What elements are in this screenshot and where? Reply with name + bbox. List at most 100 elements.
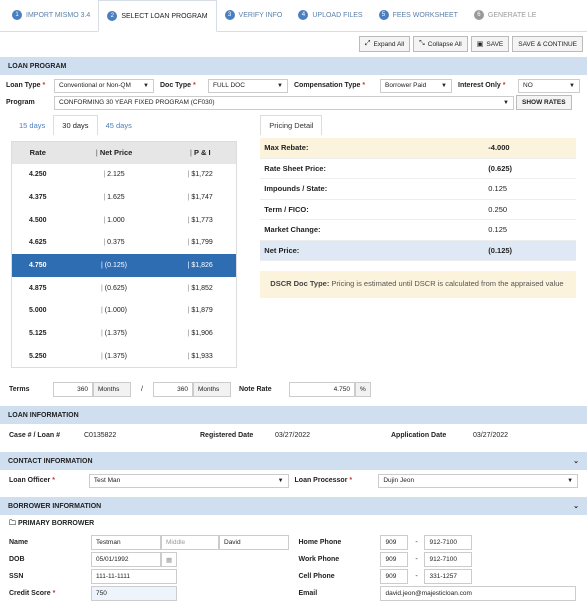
cell-phone-area-input[interactable]: 909 <box>380 569 409 585</box>
cell-text: (0.625) <box>104 284 127 292</box>
cell-text: $1,722 <box>191 171 213 179</box>
credit-score-input[interactable]: 750 <box>91 586 177 602</box>
tab-fees-worksheet[interactable]: 5 FEES WORKSHEET <box>371 0 466 31</box>
table-row[interactable]: 5.250 | (1.375) | $1,933 <box>12 345 237 368</box>
tab-upload-files[interactable]: 4 UPLOAD FILES <box>290 0 370 31</box>
interest-only-select[interactable]: NO ▼ <box>518 78 580 93</box>
term-months-input[interactable]: 360 <box>53 381 93 397</box>
label-text: Interest Only <box>458 82 501 89</box>
tab-30-days[interactable]: 30 days <box>53 115 98 135</box>
table-row[interactable]: 4.375 | 1.625 | $1,747 <box>12 186 237 209</box>
separator: | <box>187 194 190 202</box>
expand-icon: ⤢ <box>364 40 371 47</box>
email-input[interactable]: david.jeon@majesticloan.com <box>380 586 577 602</box>
rate-sheet-price-row: Rate Sheet Price: (0.625) <box>260 159 576 179</box>
note-rate-input[interactable]: 4.750 <box>288 381 355 397</box>
separator: | <box>187 262 190 270</box>
label-text: Doc Type <box>160 82 191 89</box>
chevron-down-icon: ▼ <box>441 82 447 89</box>
floppy-icon: ▣ <box>476 41 484 48</box>
table-row[interactable]: 4.875 | (0.625) | $1,852 <box>12 277 237 300</box>
collapse-all-button[interactable]: ⤡ Collapse All <box>413 36 468 52</box>
table-row[interactable]: 4.625 | 0.375 | $1,799 <box>12 232 237 255</box>
select-value: Test Man <box>93 477 121 485</box>
doc-type-select[interactable]: FULL DOC ▼ <box>208 78 288 93</box>
button-label: SAVE & CONTINUE <box>518 40 577 48</box>
first-name-input[interactable]: Testman <box>91 535 161 551</box>
pi-cell: | $1,773 <box>164 209 236 232</box>
tab-45-days[interactable]: 45 days <box>105 120 132 130</box>
contact-information-header[interactable]: CONTACT INFORMATION ⌄ <box>0 452 587 471</box>
chevron-down-icon: ▼ <box>569 82 575 89</box>
table-row-selected[interactable]: 4.750 | (0.125) | $1,826 <box>11 254 237 277</box>
work-phone-number-input[interactable]: 912-7100 <box>424 552 473 568</box>
email-row: Email david.jeon@majesticloan.com <box>298 585 578 602</box>
last-name-input[interactable]: David <box>219 535 289 551</box>
tab-verify-info[interactable]: 3 VERIFY INFO <box>217 0 291 31</box>
dash-separator: - <box>415 539 418 547</box>
table-row[interactable]: 4.250 | 2.125 | $1,722 <box>12 164 237 187</box>
loan-type-label: Loan Type * <box>6 82 54 89</box>
borrower-information-header[interactable]: BORROWER INFORMATION ⌄ <box>0 497 587 516</box>
ssn-input[interactable]: 111-11-1111 <box>91 569 177 585</box>
net-cell: | (1.000) <box>64 300 165 323</box>
rate-cell: 4.250 <box>29 171 47 179</box>
name-label: Name <box>9 539 29 547</box>
amort-months-input[interactable]: 360 <box>152 381 193 397</box>
button-label: Collapse All <box>427 40 462 48</box>
comp-type-select[interactable]: Borrower Paid ▼ <box>380 78 452 93</box>
registered-date: 03/27/2022 <box>275 431 311 439</box>
cell-text: $1,826 <box>191 262 213 270</box>
middle-name-input[interactable]: Middle <box>161 535 219 551</box>
registered-date-label: Registered Date <box>200 431 254 439</box>
label-text: Compensation Type <box>294 82 361 89</box>
step-number: 5 <box>378 10 389 20</box>
required-marker: * <box>192 82 196 89</box>
program-select[interactable]: CONFORMING 30 YEAR FIXED PROGRAM (CF030)… <box>54 95 514 110</box>
select-value: NO <box>523 82 533 89</box>
loan-type-select[interactable]: Conventional or Non-QM ▼ <box>54 78 154 93</box>
loan-processor-select[interactable]: Dujin Jeon ▼ <box>378 473 579 488</box>
save-button[interactable]: ▣ SAVE <box>470 36 510 52</box>
tab-label: IMPORT MISMO 3.4 <box>26 11 91 19</box>
separator: | <box>187 171 190 179</box>
loan-officer-select[interactable]: Test Man ▼ <box>88 473 289 488</box>
cell-text: $1,933 <box>191 352 213 360</box>
tab-pricing-detail[interactable]: Pricing Detail <box>260 115 323 135</box>
home-phone-area-input[interactable]: 909 <box>380 535 409 551</box>
tab-generate-le[interactable]: 6 GENERATE LE <box>466 0 545 31</box>
tab-import-mismo[interactable]: 1 IMPORT MISMO 3.4 <box>4 0 98 31</box>
impounds-state-row: Impounds / State: 0.125 <box>260 179 576 200</box>
tab-15-days[interactable]: 15 days <box>19 120 46 130</box>
home-phone-number-input[interactable]: 912-7100 <box>424 535 473 551</box>
separator: | <box>101 284 103 292</box>
dob-input[interactable]: 05/01/1992 <box>91 552 161 568</box>
show-rates-button[interactable]: SHOW RATES <box>516 95 572 110</box>
comp-type-label: Compensation Type * <box>294 82 380 89</box>
pi-cell: | $1,722 <box>164 164 236 187</box>
work-phone-area-input[interactable]: 909 <box>380 552 409 568</box>
cell-text: $1,747 <box>191 194 213 202</box>
calendar-icon[interactable]: ▦ <box>161 552 177 568</box>
net-cell: | 0.375 <box>64 232 165 255</box>
select-value: FULL DOC <box>213 82 245 89</box>
expand-all-button[interactable]: ⤢ Expand All <box>358 36 411 52</box>
separator: | <box>101 262 103 270</box>
program-label: Program <box>6 99 35 106</box>
save-continue-button[interactable]: SAVE & CONTINUE <box>512 36 583 52</box>
table-row[interactable]: 5.000 | (1.000) | $1,879 <box>12 300 237 323</box>
table-row[interactable]: 5.125 | (1.375) | $1,906 <box>12 322 237 345</box>
tab-select-loan-program[interactable]: 2 SELECT LOAN PROGRAM <box>98 0 217 32</box>
table-row[interactable]: 4.500 | 1.000 | $1,773 <box>12 209 237 232</box>
dob-row: DOB 05/01/1992 ▦ <box>9 551 298 568</box>
dob-label: DOB <box>9 556 25 564</box>
loan-information-header: LOAN INFORMATION <box>0 406 587 425</box>
label-text: Credit Score <box>9 590 51 598</box>
step-number: 1 <box>12 10 22 20</box>
cell-phone-number-input[interactable]: 331-1257 <box>424 569 473 585</box>
rate-cell: 5.250 <box>29 352 47 360</box>
pricing-tabs: Pricing Detail <box>260 115 576 135</box>
cell-text: (1.375) <box>104 352 127 360</box>
rates-table: Rate | Net Price | P & I 4.250 | 2.125 | $… <box>11 141 237 369</box>
tab-label: GENERATE LE <box>487 11 537 19</box>
